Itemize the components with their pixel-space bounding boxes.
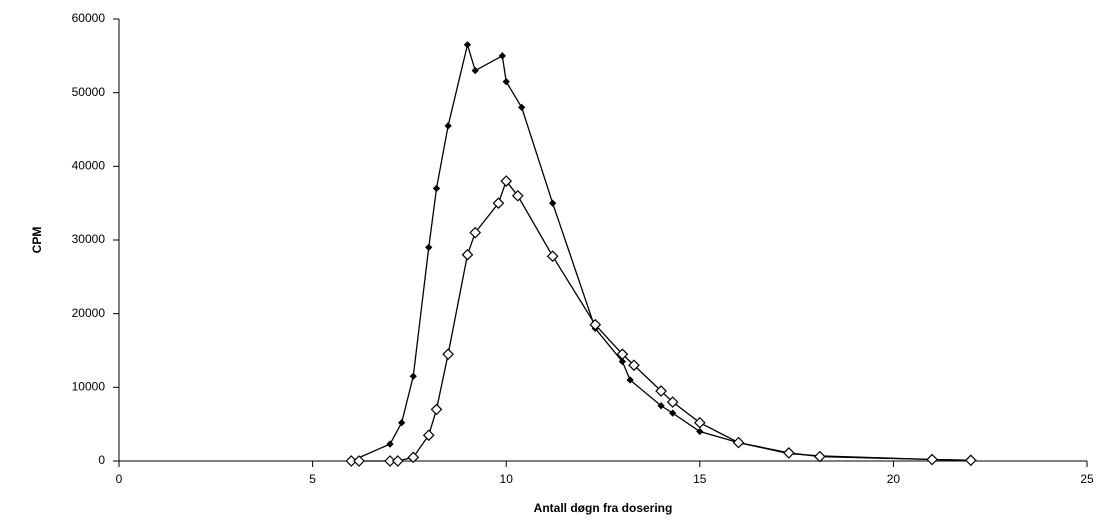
y-tick-label: 30000: [72, 232, 106, 246]
point-marker: [461, 248, 474, 261]
point-marker: [732, 436, 745, 449]
point-marker: [386, 440, 394, 448]
point-marker: [432, 184, 441, 193]
point-marker: [398, 419, 406, 427]
point-marker: [783, 447, 795, 459]
point-marker: [409, 372, 417, 380]
point-marker: [430, 403, 443, 416]
point-marker: [549, 199, 557, 207]
x-tick-label: 20: [887, 472, 901, 486]
y-tick-label: 0: [98, 453, 105, 467]
x-axis-label: Antall døgn fra dosering: [534, 501, 673, 515]
point-marker: [666, 396, 679, 408]
point-marker: [425, 243, 433, 252]
point-marker: [964, 454, 977, 467]
point-marker: [469, 226, 482, 239]
x-tick-label: 15: [693, 472, 707, 486]
point-marker: [511, 189, 524, 202]
point-marker: [813, 450, 826, 463]
point-marker: [492, 197, 505, 210]
y-tick-label: 20000: [72, 306, 106, 320]
point-marker: [696, 427, 704, 436]
point-marker: [384, 455, 396, 467]
point-marker: [546, 250, 559, 263]
point-marker: [471, 66, 479, 75]
y-tick-label: 60000: [72, 11, 106, 25]
point-marker: [589, 318, 602, 331]
point-marker: [391, 455, 404, 467]
point-marker: [616, 348, 629, 361]
y-tick-label: 10000: [72, 380, 106, 394]
series-line: [351, 179, 971, 462]
x-tick-label: 10: [500, 472, 514, 486]
x-tick-label: 5: [309, 472, 316, 486]
point-marker: [422, 429, 435, 442]
point-marker: [407, 451, 420, 464]
point-marker: [345, 455, 358, 467]
point-marker: [657, 402, 665, 410]
point-marker: [518, 103, 526, 112]
point-marker: [926, 453, 938, 466]
y-axis-label: CPM: [30, 227, 44, 254]
point-marker: [353, 455, 365, 467]
point-marker: [618, 357, 627, 366]
point-marker: [655, 385, 667, 397]
y-tick-label: 50000: [72, 85, 106, 99]
point-marker: [626, 376, 634, 384]
point-marker: [502, 77, 510, 86]
point-marker: [628, 359, 640, 372]
x-tick-label: 25: [1080, 472, 1094, 486]
x-tick-label: 0: [116, 472, 123, 486]
point-marker: [442, 348, 454, 361]
point-marker: [669, 409, 677, 417]
point-marker: [444, 122, 452, 130]
point-marker: [500, 175, 513, 187]
point-marker: [463, 41, 472, 49]
point-marker: [498, 52, 506, 60]
y-tick-label: 40000: [72, 159, 106, 173]
point-marker: [693, 416, 706, 429]
series-line: [351, 42, 971, 462]
